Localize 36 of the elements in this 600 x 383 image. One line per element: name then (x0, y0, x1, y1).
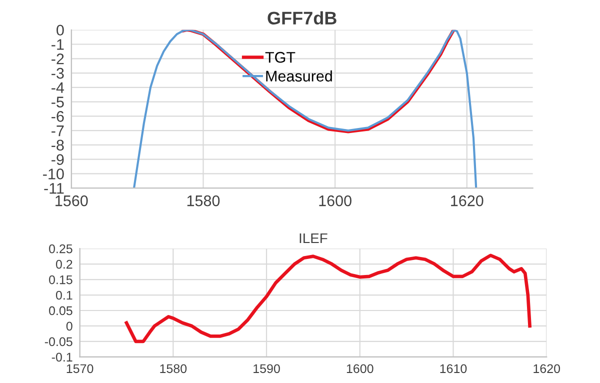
x-tick-label: 1610 (440, 364, 467, 374)
x-tick-label: 1620 (451, 195, 484, 206)
y-tick-label: 0.15 (49, 275, 72, 284)
x-tick-label: 1560 (56, 195, 88, 206)
y-tick-label: -4 (52, 82, 64, 93)
y-tick-label: -10 (43, 168, 64, 180)
y-tick-label: 0.2 (56, 260, 72, 269)
y-tick-label: -6 (52, 111, 64, 122)
line-series (124, 254, 532, 344)
x-tick-label: 1590 (254, 364, 280, 374)
y-tick-label: 0 (56, 24, 64, 36)
y-tick-label: -1 (52, 39, 64, 50)
x-tick-label: 1620 (534, 364, 560, 374)
x-tick-label: 1580 (160, 364, 187, 374)
y-tick-label: -8 (52, 140, 64, 151)
y-tick-label: 0 (66, 322, 72, 331)
y-tick-label: -0.05 (44, 337, 72, 346)
line-series (132, 30, 478, 188)
y-tick-label: -0.1 (52, 352, 72, 362)
legend-label: TGT (265, 52, 296, 63)
y-tick-label: -11 (44, 183, 64, 194)
x-tick-label: 1580 (187, 195, 220, 206)
x-tick-label: 1570 (66, 364, 94, 374)
y-tick-label: -9 (52, 154, 64, 165)
y-tick-label: 0.05 (49, 306, 72, 316)
y-tick-label: 0.1 (56, 290, 72, 300)
chart-title: GFF7dB (268, 11, 336, 24)
x-tick-label: 1600 (346, 364, 374, 374)
y-tick-label: -3 (52, 68, 64, 79)
y-tick-label: -5 (52, 96, 64, 108)
x-tick-label: 1600 (319, 195, 352, 206)
y-tick-label: 0.25 (49, 244, 72, 254)
y-tick-label: -7 (52, 126, 64, 136)
y-tick-label: -2 (52, 54, 64, 64)
chart-title: ILEF (300, 233, 328, 244)
legend-label: Measured (266, 70, 332, 82)
